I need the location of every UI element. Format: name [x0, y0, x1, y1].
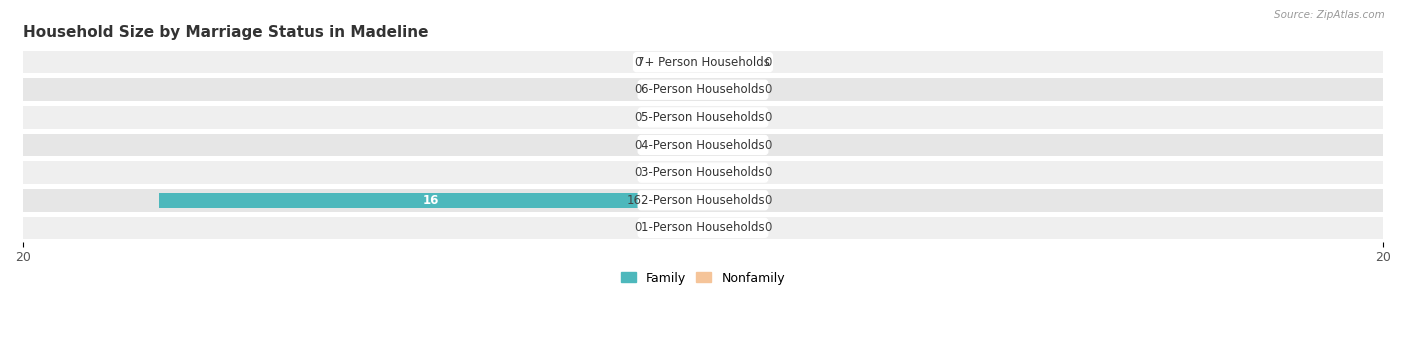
Bar — [652, 110, 703, 125]
Bar — [22, 51, 1384, 73]
Bar — [652, 137, 703, 153]
Text: 0: 0 — [634, 166, 641, 179]
Text: 0: 0 — [765, 111, 772, 124]
Bar — [703, 220, 754, 236]
Bar — [703, 165, 754, 180]
Text: 6-Person Households: 6-Person Households — [641, 83, 765, 96]
Text: Source: ZipAtlas.com: Source: ZipAtlas.com — [1274, 10, 1385, 20]
Text: 0: 0 — [765, 221, 772, 234]
Text: 0: 0 — [634, 56, 641, 69]
Text: 4-Person Households: 4-Person Households — [641, 138, 765, 151]
Bar — [22, 106, 1384, 129]
Bar — [22, 189, 1384, 211]
Bar — [703, 55, 754, 70]
Bar — [22, 78, 1384, 101]
Text: 5-Person Households: 5-Person Households — [641, 111, 765, 124]
Bar — [652, 82, 703, 98]
Text: 0: 0 — [765, 138, 772, 151]
Text: 0: 0 — [634, 111, 641, 124]
Bar — [703, 110, 754, 125]
Text: 0: 0 — [765, 194, 772, 207]
Bar — [703, 193, 754, 208]
Text: 0: 0 — [634, 83, 641, 96]
Bar — [652, 55, 703, 70]
Text: 1-Person Households: 1-Person Households — [641, 221, 765, 234]
Bar — [22, 134, 1384, 156]
Text: 3-Person Households: 3-Person Households — [641, 166, 765, 179]
Text: 7+ Person Households: 7+ Person Households — [637, 56, 769, 69]
Bar — [703, 137, 754, 153]
Text: 0: 0 — [765, 56, 772, 69]
Legend: Family, Nonfamily: Family, Nonfamily — [616, 267, 790, 290]
Text: 16: 16 — [423, 194, 439, 207]
Bar — [22, 161, 1384, 184]
Text: 0: 0 — [765, 166, 772, 179]
Bar — [159, 193, 703, 208]
Bar — [652, 220, 703, 236]
Bar — [703, 82, 754, 98]
Text: 0: 0 — [765, 83, 772, 96]
Text: 2-Person Households: 2-Person Households — [641, 194, 765, 207]
Bar — [22, 217, 1384, 239]
Text: 0: 0 — [634, 138, 641, 151]
Bar — [652, 165, 703, 180]
Text: Household Size by Marriage Status in Madeline: Household Size by Marriage Status in Mad… — [22, 25, 429, 40]
Text: 16: 16 — [627, 194, 641, 207]
Text: 0: 0 — [634, 221, 641, 234]
